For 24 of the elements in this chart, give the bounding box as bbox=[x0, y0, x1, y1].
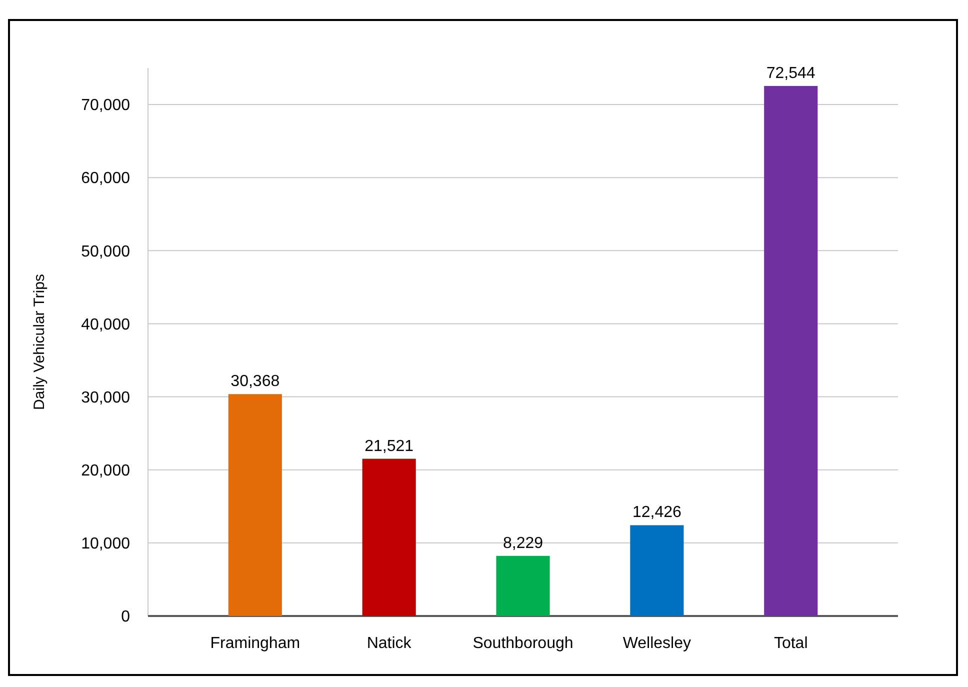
bar bbox=[630, 525, 684, 616]
data-label: 21,521 bbox=[364, 438, 414, 455]
bar bbox=[764, 86, 818, 616]
x-tick-label: Southborough bbox=[472, 635, 574, 652]
x-tick-label: Wellesley bbox=[622, 635, 692, 652]
x-tick-label: Total bbox=[774, 635, 808, 652]
y-tick-label: 10,000 bbox=[81, 536, 130, 553]
data-label: 8,229 bbox=[502, 534, 544, 552]
y-axis-title: Daily Vehicular Trips bbox=[31, 274, 48, 410]
y-tick-label: 0 bbox=[121, 608, 130, 626]
y-tick-label: 30,000 bbox=[81, 389, 130, 406]
y-tick-label: 60,000 bbox=[81, 170, 130, 188]
y-tick-label: 70,000 bbox=[81, 97, 130, 114]
bar bbox=[362, 458, 416, 616]
bar bbox=[228, 394, 282, 616]
data-label: 72,544 bbox=[766, 64, 816, 82]
x-tick-label: Framingham bbox=[210, 635, 300, 652]
y-tick-label: 50,000 bbox=[81, 243, 130, 260]
bar bbox=[496, 556, 550, 616]
y-tick-label: 40,000 bbox=[81, 316, 130, 334]
x-tick-label: Natick bbox=[366, 635, 412, 652]
y-tick-label: 20,000 bbox=[81, 462, 130, 480]
data-label: 30,368 bbox=[230, 373, 280, 390]
data-label: 12,426 bbox=[632, 504, 682, 522]
